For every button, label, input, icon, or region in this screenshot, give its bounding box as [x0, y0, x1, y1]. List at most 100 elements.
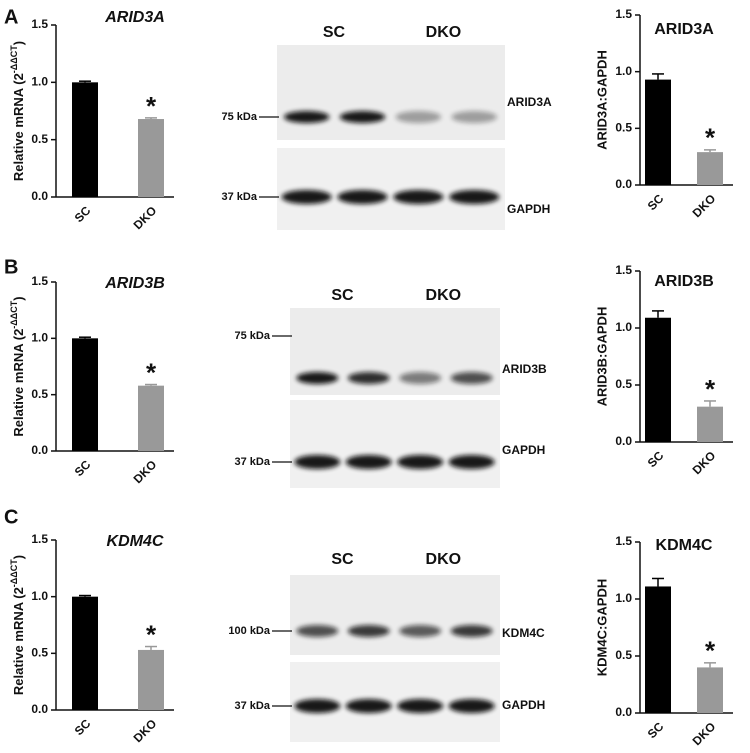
blot-group-label: SC: [323, 24, 346, 41]
bar: [645, 586, 671, 713]
blot-band: [395, 111, 442, 123]
blot-band: [397, 699, 444, 713]
x-tick-label: SC: [72, 457, 94, 479]
y-tick-label: 0.5: [615, 121, 632, 135]
y-axis-label: Relative mRNA (2-ΔΔCT): [9, 555, 26, 695]
chart-title: ARID3B: [104, 275, 165, 292]
blot-band: [450, 372, 493, 384]
blot-band: [449, 190, 500, 204]
blot-marker: 100 kDa: [228, 625, 270, 637]
bar: [697, 406, 723, 442]
blot-band: [337, 190, 388, 204]
blot-marker: 37 kDa: [222, 191, 258, 203]
y-axis-label-superscript: -ΔΔCT: [9, 45, 19, 73]
blot-protein-label: ARID3A: [507, 95, 552, 109]
blot-band: [448, 455, 495, 469]
blot-group-label: SC: [331, 551, 354, 568]
blot-protein-label: KDM4C: [502, 626, 545, 640]
y-tick-label: 1.0: [615, 64, 632, 78]
y-axis-label-text: ): [11, 41, 26, 45]
significance-marker: *: [705, 123, 716, 153]
x-tick-label: SC: [645, 448, 667, 470]
bar: [72, 596, 98, 710]
chart-title: KDM4C: [107, 533, 164, 550]
significance-marker: *: [146, 91, 157, 121]
x-tick-label: DKO: [131, 457, 160, 486]
x-tick-label: DKO: [690, 191, 719, 220]
bar: [138, 649, 164, 710]
blot-group-label: DKO: [426, 287, 462, 304]
significance-marker: *: [705, 374, 716, 404]
x-tick-label: DKO: [690, 448, 719, 477]
blot-band: [397, 455, 444, 469]
y-axis-label-superscript: -ΔΔCT: [9, 559, 19, 587]
blot-protein-label: GAPDH: [502, 443, 545, 457]
y-axis-label-superscript: -ΔΔCT: [9, 300, 19, 328]
blot-band: [347, 625, 390, 637]
blot-band: [345, 455, 392, 469]
y-axis-label: Relative mRNA (2-ΔΔCT): [9, 296, 26, 436]
blot-marker: 75 kDa: [222, 111, 258, 123]
y-tick-label: 0.0: [615, 705, 632, 719]
blot-membrane: [277, 45, 505, 140]
significance-marker: *: [705, 636, 716, 666]
bar: [138, 385, 164, 451]
blot-marker: 75 kDa: [235, 330, 271, 342]
blot-band: [294, 455, 341, 469]
y-axis-label: Relative mRNA (2-ΔΔCT): [9, 41, 26, 181]
blot-band: [283, 111, 330, 123]
bar: [697, 667, 723, 713]
blot-band: [451, 111, 498, 123]
y-axis-label: ARID3A:GAPDH: [594, 50, 609, 150]
blot-protein-label: GAPDH: [507, 202, 550, 216]
y-axis-label-text: ): [11, 296, 26, 300]
x-tick-label: DKO: [690, 719, 719, 748]
chart-title: ARID3B: [654, 273, 714, 290]
panel-letter: B: [4, 256, 18, 278]
blot-band: [281, 190, 332, 204]
y-tick-label: 0.0: [615, 434, 632, 448]
y-axis-label-text: Relative mRNA (2: [11, 73, 26, 181]
bar: [138, 119, 164, 197]
blot-band: [393, 190, 444, 204]
blot-band: [296, 625, 339, 637]
blot-band: [347, 372, 390, 384]
y-tick-label: 1.0: [615, 320, 632, 334]
blot-group-label: SC: [331, 287, 354, 304]
chart-title: ARID3A: [104, 9, 165, 26]
blot-marker: 37 kDa: [235, 700, 271, 712]
y-tick-label: 0.5: [31, 646, 48, 660]
y-axis-label: ARID3B:GAPDH: [594, 307, 609, 407]
bar: [72, 338, 98, 451]
y-tick-label: 1.5: [615, 7, 632, 21]
x-tick-label: SC: [72, 203, 94, 225]
y-tick-label: 0.0: [31, 443, 48, 457]
blot-protein-label: ARID3B: [502, 362, 547, 376]
y-axis-label-text: ): [11, 555, 26, 559]
y-tick-label: 1.5: [615, 534, 632, 548]
blot-band: [448, 699, 495, 713]
y-tick-label: 0.0: [31, 702, 48, 716]
y-axis-label-text: Relative mRNA (2: [11, 329, 26, 437]
blot-marker: 37 kDa: [235, 456, 271, 468]
y-tick-label: 1.5: [615, 263, 632, 277]
blot-membrane: [290, 575, 500, 655]
x-tick-label: SC: [72, 716, 94, 738]
blot-band: [450, 625, 493, 637]
y-tick-label: 1.0: [615, 591, 632, 605]
blot-protein-label: GAPDH: [502, 698, 545, 712]
y-tick-label: 1.5: [31, 17, 48, 31]
blot-membrane: [277, 148, 505, 230]
y-tick-label: 1.0: [31, 589, 48, 603]
y-tick-label: 0.5: [31, 387, 48, 401]
chart-title: KDM4C: [656, 537, 713, 554]
bar: [697, 152, 723, 185]
x-tick-label: DKO: [131, 716, 160, 745]
blot-group-label: DKO: [426, 551, 462, 568]
bar: [645, 317, 671, 442]
y-tick-label: 1.0: [31, 75, 48, 89]
blot-group-label: DKO: [426, 24, 462, 41]
y-tick-label: 0.0: [31, 189, 48, 203]
x-tick-label: DKO: [131, 203, 160, 232]
